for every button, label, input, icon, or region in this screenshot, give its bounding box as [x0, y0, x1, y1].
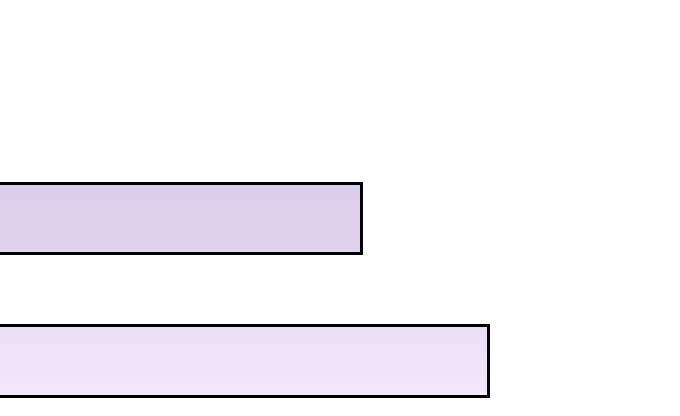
purple-bar-top [0, 182, 363, 255]
purple-bar-bottom [0, 324, 490, 398]
